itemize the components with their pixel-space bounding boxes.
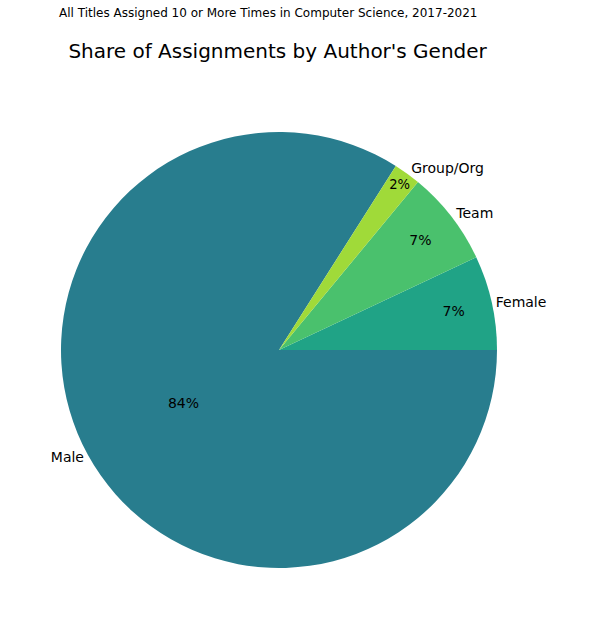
svg-text:7%: 7% [443, 303, 465, 319]
svg-text:2%: 2% [389, 177, 410, 192]
svg-text:Female: Female [496, 294, 547, 310]
svg-text:All Titles Assigned 10 or More: All Titles Assigned 10 or More Times in … [59, 6, 478, 20]
svg-text:Share of Assignments by Author: Share of Assignments by Author's Gender [68, 39, 487, 63]
svg-text:7%: 7% [409, 232, 431, 248]
svg-text:Team: Team [455, 205, 493, 221]
svg-text:84%: 84% [168, 395, 199, 411]
svg-text:Group/Org: Group/Org [411, 160, 484, 176]
svg-text:Male: Male [51, 449, 84, 465]
